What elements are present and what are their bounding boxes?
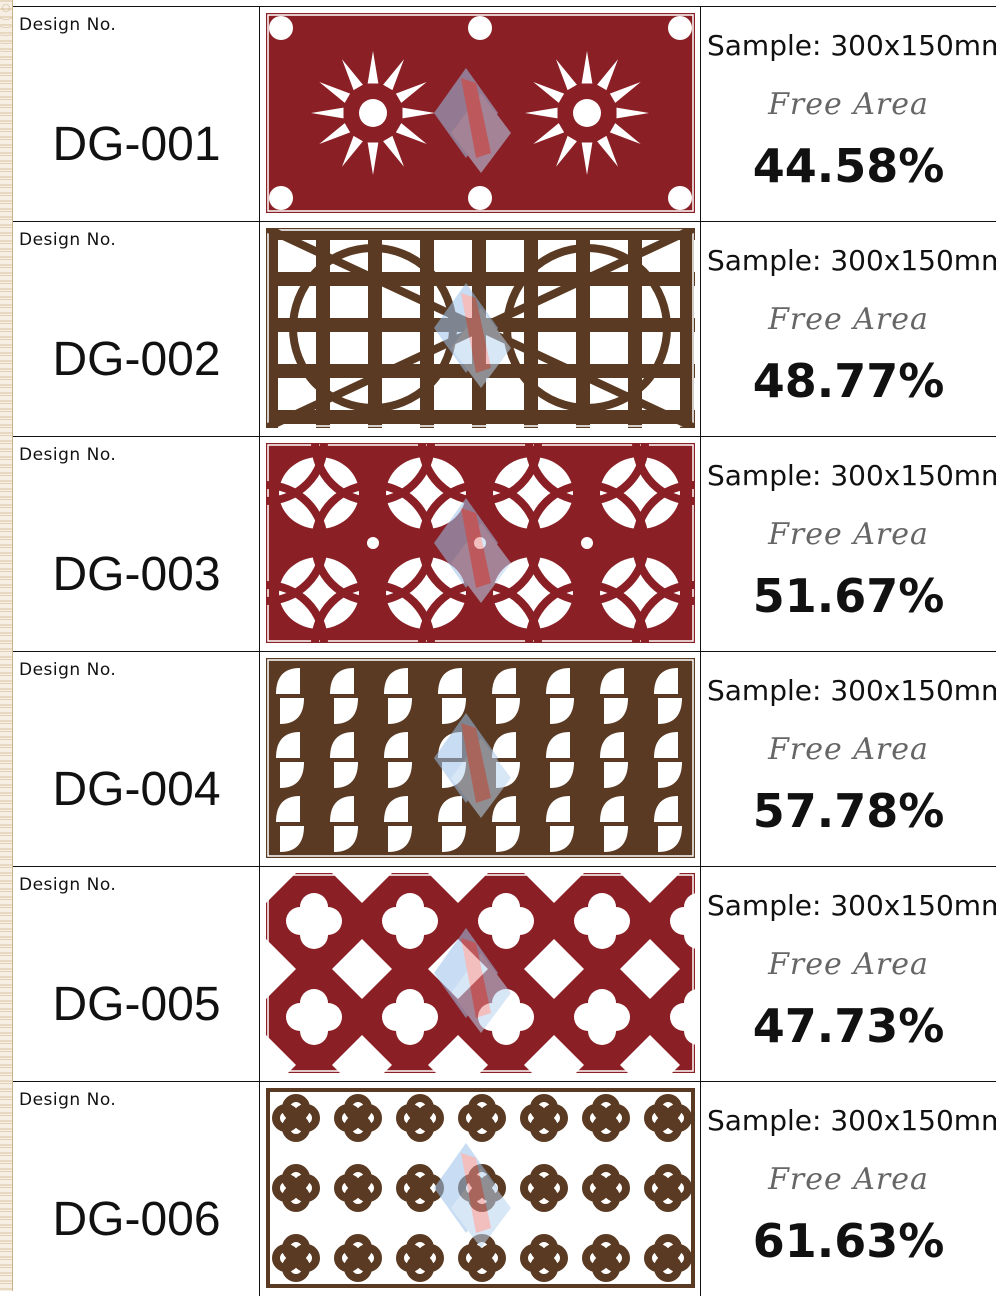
- sample-size: Sample: 300x150mm: [707, 889, 996, 922]
- design-row: Design No. DG-006 Sample: 300x150mm Free…: [13, 1081, 996, 1296]
- free-area-label: Free Area: [768, 87, 929, 122]
- design-code: DG-001: [52, 118, 221, 171]
- design-no-label: Design No.: [19, 445, 117, 465]
- design-number-cell: Design No. DG-001: [13, 7, 260, 221]
- decorative-border: [0, 0, 13, 1291]
- panel-image: [266, 658, 695, 858]
- design-code: DG-003: [52, 548, 221, 601]
- panel-image-cell: [260, 222, 701, 436]
- free-area-label: Free Area: [768, 1162, 929, 1197]
- free-area-value: 44.58%: [752, 139, 945, 193]
- design-no-label: Design No.: [19, 230, 117, 250]
- design-no-label: Design No.: [19, 660, 117, 680]
- panel-image: [266, 13, 695, 213]
- panel-image-cell: [260, 7, 701, 221]
- design-number-cell: Design No. DG-006: [13, 1082, 260, 1296]
- panel-image-cell: [260, 1082, 701, 1296]
- spec-cell: Sample: 300x150mm Free Area 61.63%: [701, 1082, 996, 1296]
- panel-image-cell: [260, 867, 701, 1081]
- design-row: Design No. DG-001 Sample: 300x150mm Free…: [13, 6, 996, 221]
- free-area-label: Free Area: [768, 302, 929, 337]
- design-row: Design No. DG-004 Sample: 300x150mm Free…: [13, 651, 996, 866]
- design-no-label: Design No.: [19, 15, 117, 35]
- design-no-label: Design No.: [19, 1090, 117, 1110]
- sample-size: Sample: 300x150mm: [707, 459, 996, 492]
- free-area-value: 57.78%: [752, 784, 945, 838]
- panel-image-cell: [260, 437, 701, 651]
- sample-size: Sample: 300x150mm: [707, 29, 996, 62]
- spec-cell: Sample: 300x150mm Free Area 57.78%: [701, 652, 996, 866]
- design-number-cell: Design No. DG-004: [13, 652, 260, 866]
- free-area-value: 47.73%: [752, 999, 945, 1053]
- free-area-value: 51.67%: [752, 569, 945, 623]
- design-row: Design No. DG-005 Sample: 300x150mm Free…: [13, 866, 996, 1081]
- free-area-value: 61.63%: [752, 1214, 945, 1268]
- panel-image: [266, 1088, 695, 1288]
- spec-cell: Sample: 300x150mm Free Area 48.77%: [701, 222, 996, 436]
- panel-image: [266, 443, 695, 643]
- design-number-cell: Design No. DG-003: [13, 437, 260, 651]
- panel-image-cell: [260, 652, 701, 866]
- spec-cell: Sample: 300x150mm Free Area 51.67%: [701, 437, 996, 651]
- panel-image: [266, 873, 695, 1073]
- design-code: DG-002: [52, 333, 221, 386]
- free-area-label: Free Area: [768, 947, 929, 982]
- design-number-cell: Design No. DG-005: [13, 867, 260, 1081]
- design-row: Design No. DG-003 Sample: 300x150mm Free…: [13, 436, 996, 651]
- free-area-label: Free Area: [768, 732, 929, 767]
- panel-image: [266, 228, 695, 428]
- design-catalog-table: Design No. DG-001 Sample: 300x150mm Free…: [13, 6, 996, 1296]
- design-number-cell: Design No. DG-002: [13, 222, 260, 436]
- sample-size: Sample: 300x150mm: [707, 674, 996, 707]
- design-row: Design No. DG-002 Sample: 300x150mm Free…: [13, 221, 996, 436]
- design-code: DG-006: [52, 1193, 221, 1246]
- sample-size: Sample: 300x150mm: [707, 1104, 996, 1137]
- spec-cell: Sample: 300x150mm Free Area 44.58%: [701, 7, 996, 221]
- spec-cell: Sample: 300x150mm Free Area 47.73%: [701, 867, 996, 1081]
- sample-size: Sample: 300x150mm: [707, 244, 996, 277]
- design-no-label: Design No.: [19, 875, 117, 895]
- free-area-label: Free Area: [768, 517, 929, 552]
- free-area-value: 48.77%: [752, 354, 945, 408]
- design-code: DG-005: [52, 978, 221, 1031]
- design-code: DG-004: [52, 763, 221, 816]
